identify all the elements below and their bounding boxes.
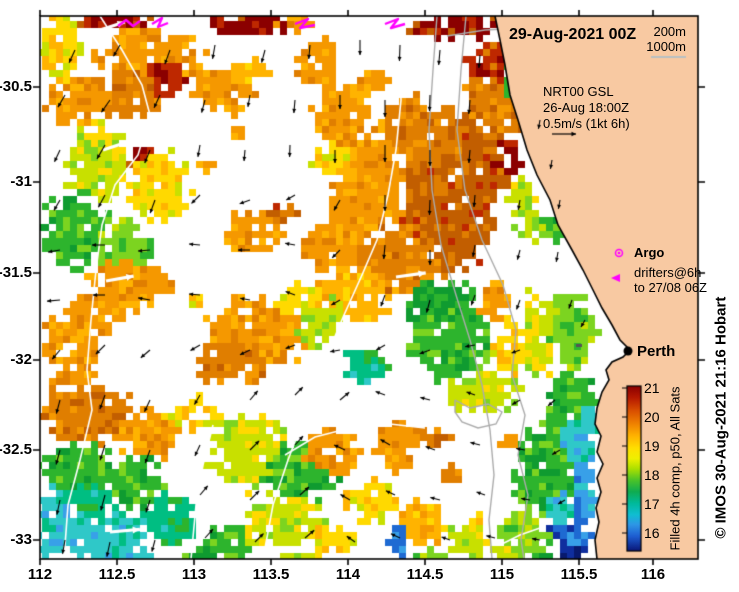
x-tick-label: 115 xyxy=(489,566,515,583)
x-tick-label: 115.5 xyxy=(560,566,598,583)
x-tick-label: 113 xyxy=(181,566,207,583)
x-tick-label: 116 xyxy=(640,566,666,583)
vector-key-model: NRT00 GSL xyxy=(543,84,614,99)
map-title: 29-Aug-2021 00Z xyxy=(509,26,637,43)
colorbar-tick-label: 16 xyxy=(644,525,660,541)
perth-label: Perth xyxy=(637,343,676,360)
drifters-label-line1: drifters@6h xyxy=(634,265,702,280)
colorbar-tick-label: 18 xyxy=(644,467,660,483)
x-tick-label: 114.5 xyxy=(406,566,444,583)
y-tick-label: -32 xyxy=(10,351,32,368)
colorbar-tick-label: 20 xyxy=(644,409,660,425)
x-tick-label: 113.5 xyxy=(252,566,290,583)
y-tick-label: -30.5 xyxy=(0,78,32,95)
colorbar-label: Filled 4h comp, p50, All Sats xyxy=(667,386,683,551)
x-tick-label: 114 xyxy=(335,566,361,583)
y-tick-label: -33 xyxy=(10,531,32,548)
argo-label: Argo xyxy=(634,245,665,260)
isobath-200m-label: 200m xyxy=(653,24,686,39)
colorbar-tick-label: 19 xyxy=(644,438,660,454)
drifters-label-line2: to 27/08 06Z xyxy=(634,280,707,295)
y-tick-label: -31 xyxy=(10,173,32,190)
colorbar-tick-label: 21 xyxy=(644,380,660,396)
x-tick-label: 112 xyxy=(27,566,53,583)
vector-key-scale: 0.5m/s (1kt 6h) xyxy=(543,116,630,131)
vector-key-time: 26-Aug 18:00Z xyxy=(543,100,630,115)
isobath-1000m-label: 1000m xyxy=(646,39,686,54)
x-tick-label: 112.5 xyxy=(98,566,136,583)
y-tick-label: -32.5 xyxy=(0,441,32,458)
y-tick-label: -31.5 xyxy=(0,264,32,281)
credit-text: © IMOS 30-Aug-2021 21:16 Hobart xyxy=(712,296,730,539)
colorbar-tick-label: 17 xyxy=(644,496,660,512)
